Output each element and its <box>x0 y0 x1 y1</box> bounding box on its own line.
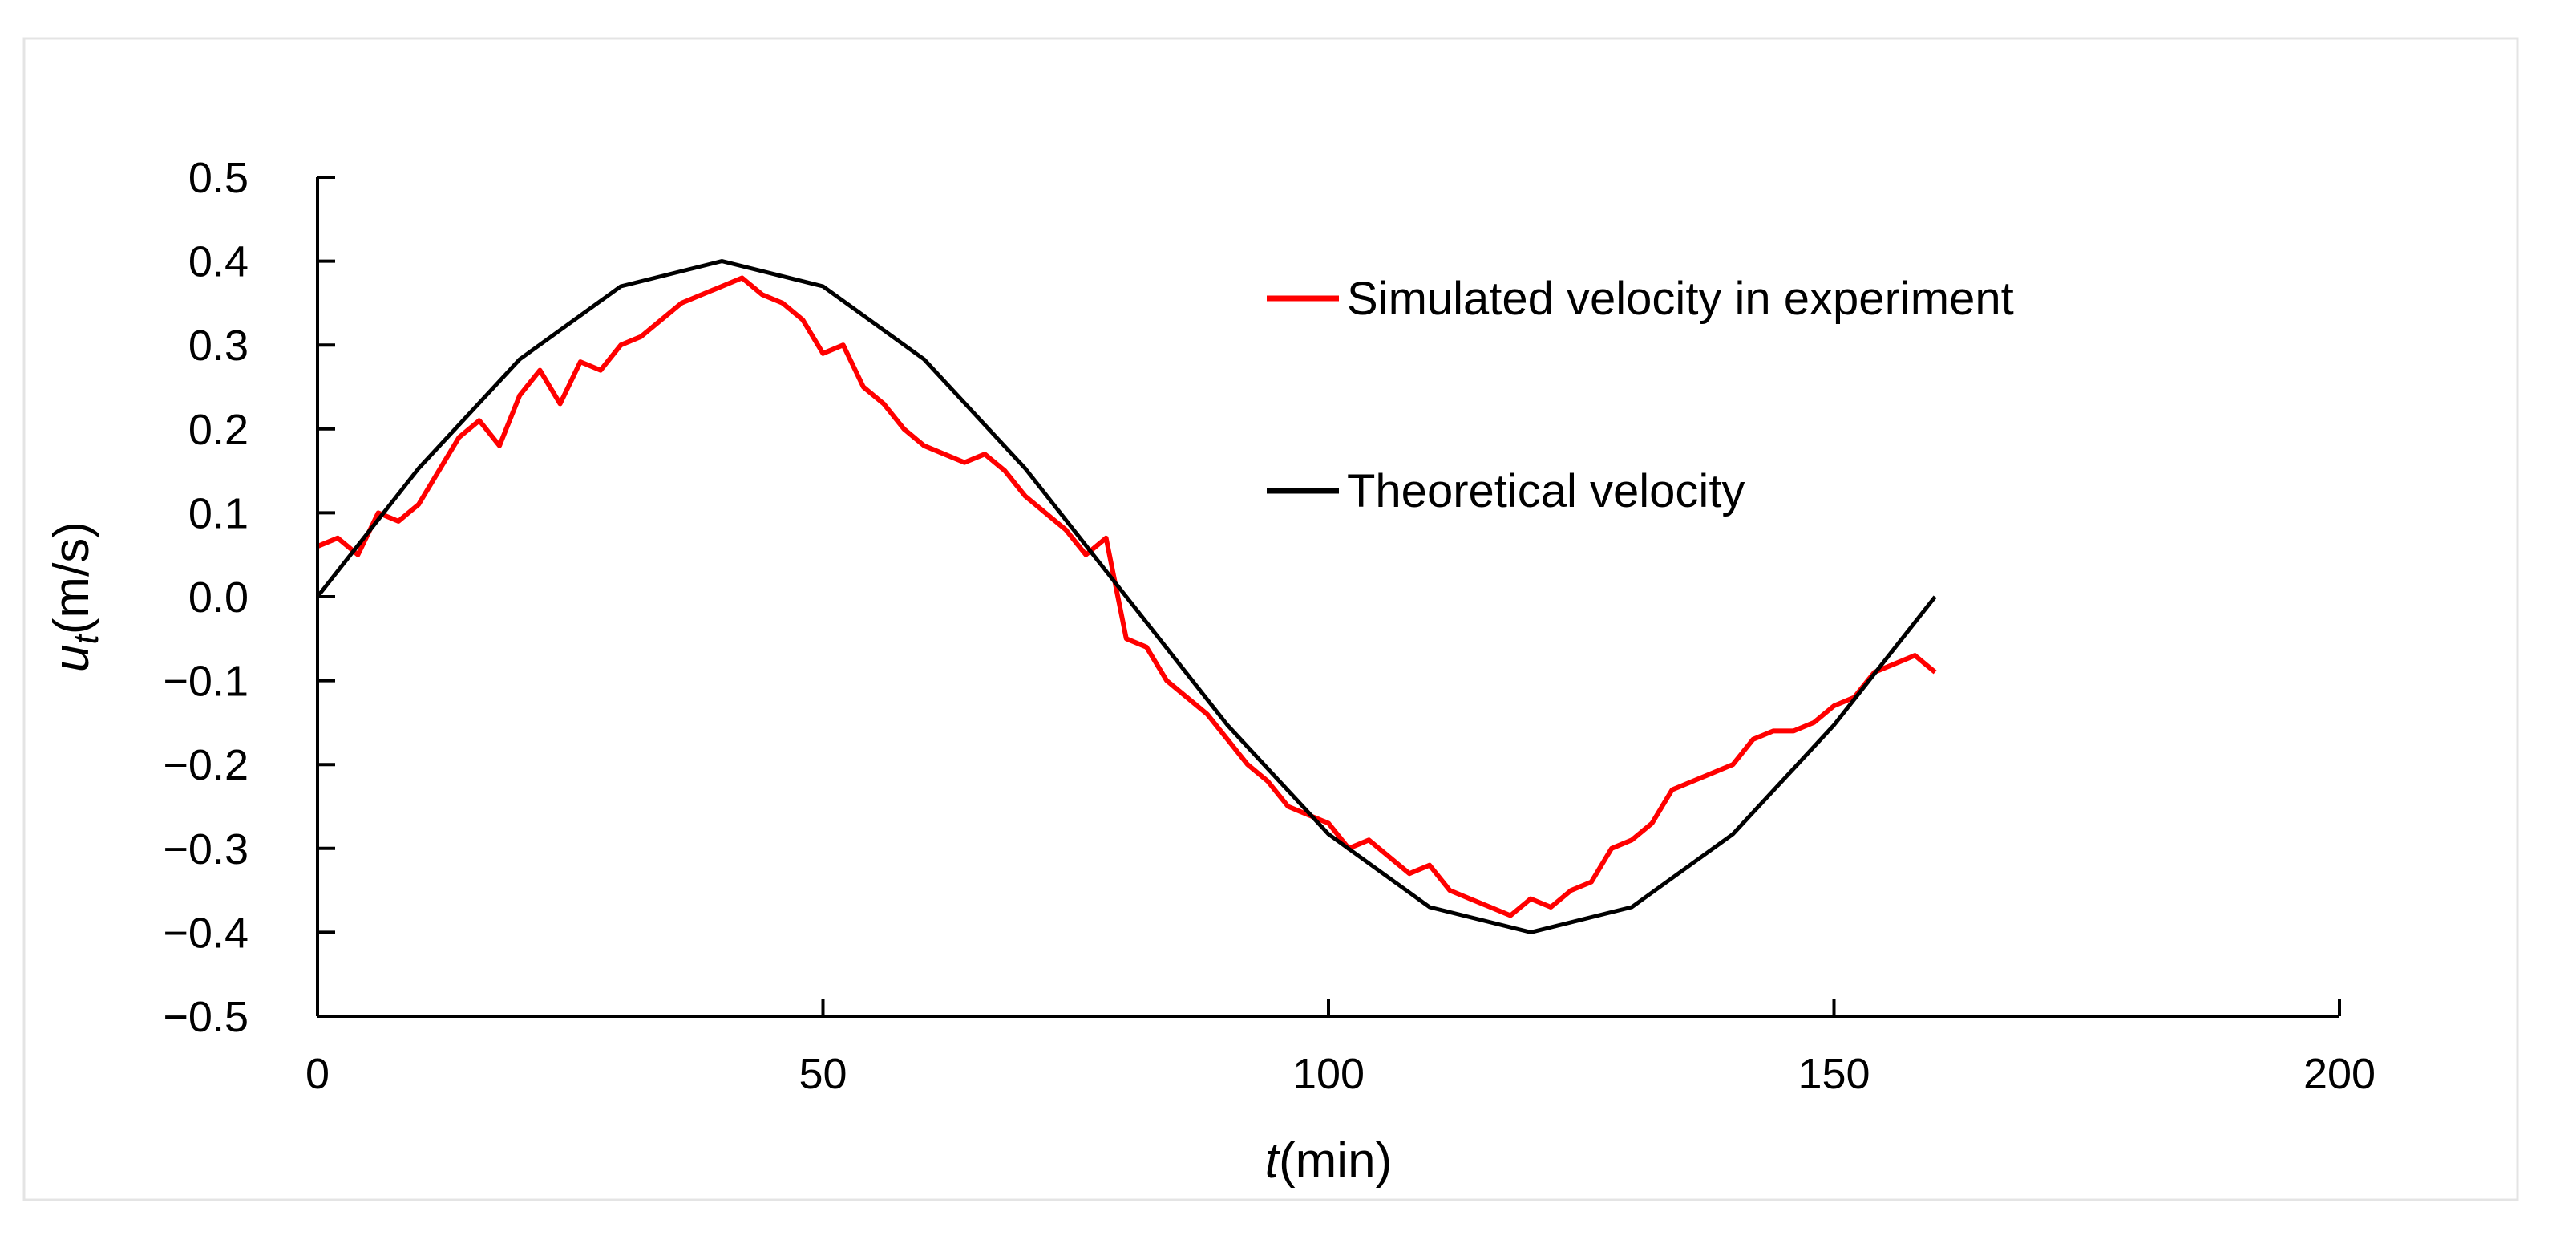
axes <box>316 176 2341 1018</box>
x-tick-label: 50 <box>799 1050 847 1098</box>
y-tick-label: −0.1 <box>163 658 249 706</box>
x-tick-label: 150 <box>1798 1050 1870 1098</box>
legend: Simulated velocity in experiment Theoret… <box>1267 273 2014 517</box>
y-tick-label: 0.3 <box>188 322 249 370</box>
y-tick-label: 0.5 <box>188 154 249 202</box>
y-axis-label: ut(m/s) <box>44 521 106 672</box>
figure-frame <box>22 37 2519 1201</box>
legend-label-theoretical: Theoretical velocity <box>1347 465 1745 517</box>
y-tick-label: 0.2 <box>188 406 249 454</box>
x-tick-label: 0 <box>305 1050 330 1098</box>
y-tick-label: −0.4 <box>163 909 249 957</box>
x-tick-label: 200 <box>2303 1050 2376 1098</box>
y-tick-label: 0.4 <box>188 238 249 286</box>
x-axis-label: t(min) <box>1265 1133 1392 1189</box>
legend-label-simulated: Simulated velocity in experiment <box>1347 273 2014 325</box>
y-tick-label: −0.3 <box>163 825 249 873</box>
y-tick-label: 0.0 <box>188 573 249 622</box>
tick-labels: 0.5 0.4 0.3 0.2 0.1 0.0 −0.1 −0.2 −0.3 −0.4 −0.5 0 5… <box>163 154 2376 1098</box>
y-tick-label: −0.2 <box>163 741 249 789</box>
x-tick-label: 100 <box>1292 1050 1365 1098</box>
y-tick-label: −0.5 <box>163 993 249 1041</box>
series-layer <box>316 259 1937 934</box>
y-tick-label: 0.1 <box>188 489 249 537</box>
